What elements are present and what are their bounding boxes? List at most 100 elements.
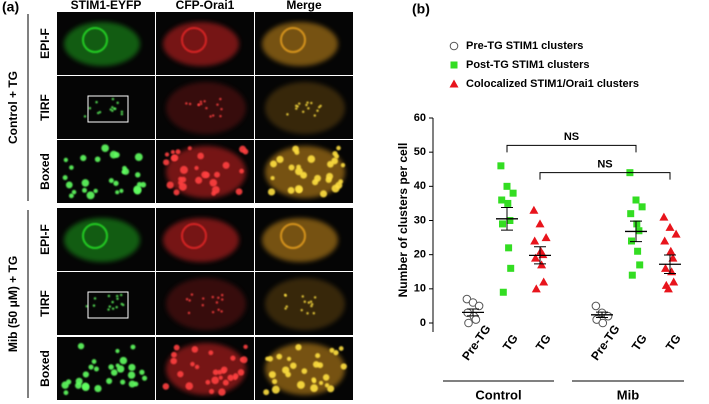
micrograph-content (162, 343, 248, 396)
micrograph-bg (57, 76, 155, 139)
puncta (130, 344, 136, 350)
puncta (310, 303, 314, 306)
puncta (190, 293, 194, 296)
point (666, 246, 676, 255)
puncta (180, 176, 187, 183)
micrograph-content (163, 145, 249, 198)
micrograph-content (265, 145, 346, 198)
point (636, 261, 644, 269)
point (539, 277, 549, 286)
puncta (170, 150, 175, 155)
puncta (295, 107, 298, 110)
micrograph-content (265, 82, 345, 134)
puncta (300, 308, 303, 312)
micrograph-content (85, 291, 129, 319)
puncta (88, 107, 92, 110)
point (498, 196, 506, 204)
puncta (217, 308, 220, 312)
puncta (306, 312, 309, 315)
micrograph-content (262, 22, 338, 66)
puncta (93, 366, 99, 372)
point (499, 220, 506, 228)
puncta (215, 301, 219, 304)
puncta (116, 365, 125, 373)
puncta (285, 305, 288, 308)
zoom-box (87, 291, 129, 319)
puncta (62, 175, 68, 181)
puncta (185, 298, 189, 301)
micrograph (156, 76, 254, 139)
point (471, 315, 481, 324)
puncta (185, 102, 188, 105)
point (499, 288, 507, 296)
puncta (203, 171, 210, 178)
micrograph (57, 208, 155, 271)
nucleus (280, 223, 306, 249)
micrograph-content (262, 218, 338, 262)
puncta (310, 384, 318, 392)
point (634, 247, 642, 255)
legend-marker (449, 79, 459, 88)
group-label: Control (475, 387, 521, 402)
puncta (237, 369, 245, 376)
point (538, 250, 548, 259)
point (537, 260, 547, 269)
micrograph-content (163, 218, 239, 262)
y-tick-label: 0 (420, 317, 426, 329)
point (591, 301, 601, 311)
puncta (340, 363, 347, 370)
puncta (239, 168, 244, 174)
puncta (209, 178, 218, 187)
x-tick-label: Pre-TG (588, 322, 622, 363)
puncta (326, 172, 334, 180)
point (503, 182, 511, 190)
point (661, 263, 670, 272)
cell-haze (265, 278, 345, 330)
puncta (286, 356, 292, 362)
puncta (296, 186, 303, 193)
puncta (305, 103, 308, 107)
x-tick-label: TG (629, 332, 650, 354)
puncta (185, 382, 194, 390)
puncta (296, 164, 301, 170)
micrograph-content (166, 278, 246, 330)
puncta (214, 171, 220, 178)
puncta (284, 294, 287, 297)
point (628, 271, 636, 279)
group-label: Mib (617, 387, 639, 402)
puncta (114, 107, 117, 111)
puncta (327, 160, 334, 168)
puncta (116, 297, 119, 300)
puncta (122, 165, 127, 171)
point (628, 237, 635, 245)
puncta (80, 154, 87, 162)
point (541, 233, 551, 242)
puncta (211, 310, 215, 314)
puncta (295, 344, 302, 351)
puncta (292, 145, 299, 153)
cell-body (262, 218, 338, 262)
puncta (120, 112, 124, 116)
x-tick-label: Pre-TG (459, 322, 493, 363)
point (474, 301, 484, 311)
puncta (63, 157, 69, 163)
puncta (340, 163, 346, 168)
row-label: Boxed (38, 153, 52, 190)
significance-bracket (539, 172, 671, 180)
puncta (108, 305, 112, 308)
puncta (211, 376, 219, 385)
puncta (301, 110, 305, 113)
puncta (119, 188, 124, 193)
point (633, 220, 641, 228)
puncta (94, 384, 102, 393)
puncta (271, 385, 280, 394)
puncta (106, 378, 113, 385)
puncta (63, 390, 69, 396)
puncta (219, 114, 222, 118)
puncta (211, 114, 215, 117)
micrograph-bg (57, 337, 155, 400)
y-tick-label: 60 (414, 112, 426, 124)
point (497, 162, 505, 170)
puncta (109, 108, 112, 111)
